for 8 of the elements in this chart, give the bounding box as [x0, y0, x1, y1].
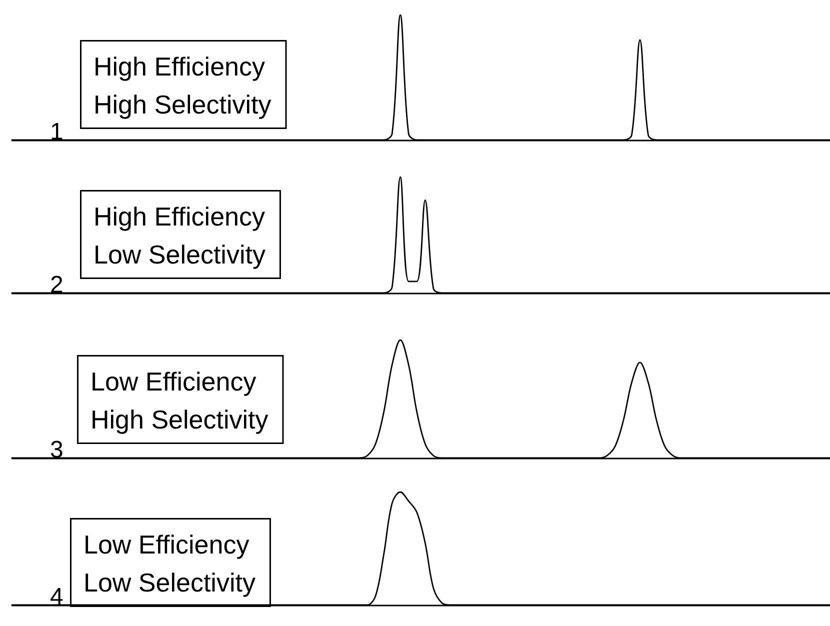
annotation: Low Efficiency High Selectivity [90, 366, 268, 434]
annotation: High Efficiency Low Selectivity [94, 202, 266, 270]
annotation: 2 [50, 272, 64, 298]
annotation: 1 [50, 118, 64, 146]
annotation: High Efficiency High Selectivity [94, 52, 272, 120]
annotation: 3 [50, 436, 64, 464]
annotation: Low Efficiency Low Selectivity [84, 530, 256, 598]
annotation: 4 [50, 584, 64, 610]
